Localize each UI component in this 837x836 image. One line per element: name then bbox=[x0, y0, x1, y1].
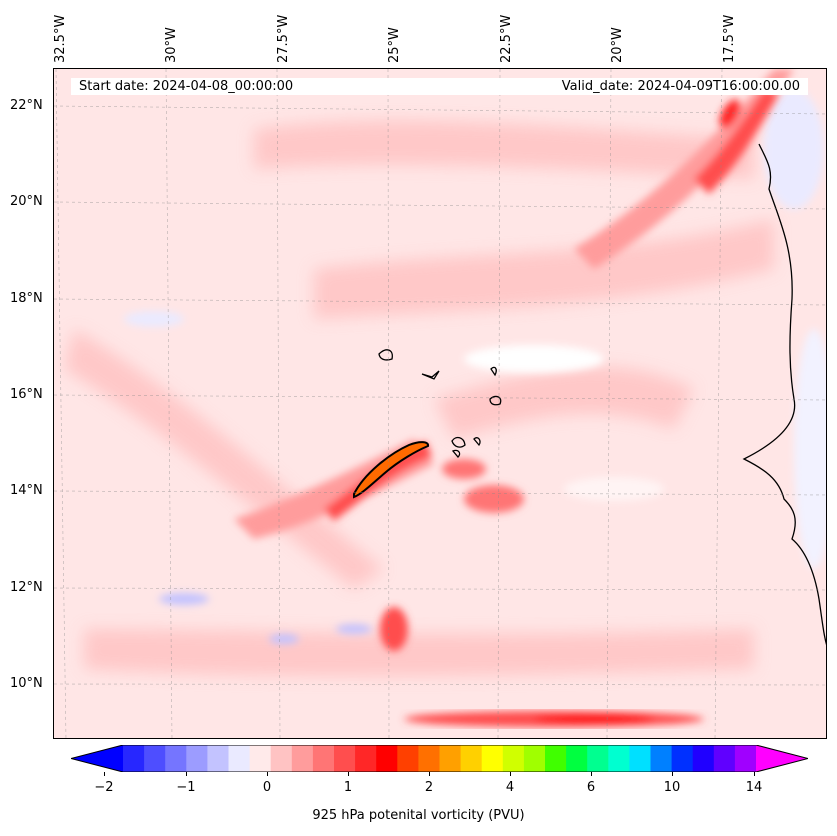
cb-tickmark bbox=[186, 772, 187, 776]
lon-label: 27.5°W bbox=[276, 14, 291, 63]
colorbar-segment bbox=[671, 745, 694, 772]
colorbar-segment bbox=[523, 745, 546, 772]
lat-label: 14°N bbox=[10, 483, 43, 498]
cb-tick-label: −2 bbox=[94, 780, 114, 795]
colorbar-segment bbox=[397, 745, 419, 772]
pv-map bbox=[53, 68, 827, 739]
colorbar-segment bbox=[460, 745, 483, 772]
cb-tick-label: 6 bbox=[586, 780, 596, 795]
cb-tickmark bbox=[591, 772, 592, 776]
lon-label: 17.5°W bbox=[722, 14, 737, 63]
colorbar bbox=[71, 745, 808, 772]
start-date: Start date: 2024-04-08_00:00:00 bbox=[79, 79, 294, 94]
lon-label: 32.5°W bbox=[53, 14, 68, 63]
cb-tickmark bbox=[672, 772, 673, 776]
colorbar-segment bbox=[566, 745, 588, 772]
colorbar-segment bbox=[502, 745, 525, 772]
cb-tickmark bbox=[754, 772, 755, 776]
colorbar-segment bbox=[713, 745, 736, 772]
colorbar-segment bbox=[228, 745, 251, 772]
lon-label: 20°W bbox=[610, 27, 625, 63]
colorbar-segment bbox=[334, 745, 356, 772]
colorbar-segment bbox=[439, 745, 462, 772]
colorbar-segment bbox=[270, 745, 293, 772]
cb-tick-label: 10 bbox=[663, 780, 681, 795]
cb-tick-label: −1 bbox=[176, 780, 196, 795]
lat-label: 18°N bbox=[10, 291, 43, 306]
colorbar-segment bbox=[692, 745, 715, 772]
colorbar-segment bbox=[376, 745, 398, 772]
date-banner: Start date: 2024-04-08_00:00:00 Valid_da… bbox=[71, 78, 808, 95]
cb-tick-label: 0 bbox=[262, 780, 272, 795]
cb-tick-label: 4 bbox=[505, 780, 515, 795]
cb-tick-label: 1 bbox=[343, 780, 353, 795]
cb-tickmark bbox=[348, 772, 349, 776]
colorbar-segment bbox=[123, 745, 145, 772]
colorbar-segment bbox=[587, 745, 609, 772]
colorbar-segment bbox=[608, 745, 630, 772]
colorbar-segment bbox=[650, 745, 673, 772]
lon-label: 30°W bbox=[164, 27, 179, 63]
colorbar-segment bbox=[312, 745, 335, 772]
colorbar-extend-max bbox=[756, 745, 808, 772]
colorbar-segment bbox=[144, 745, 166, 772]
lat-label: 12°N bbox=[10, 580, 43, 595]
colorbar-segment bbox=[355, 745, 377, 772]
lat-label: 22°N bbox=[10, 98, 43, 113]
cb-tickmark bbox=[510, 772, 511, 776]
colorbar-segment bbox=[418, 745, 440, 772]
lon-label: 25°W bbox=[387, 27, 402, 63]
colorbar-segment bbox=[545, 745, 567, 772]
colorbar-segment bbox=[207, 745, 229, 772]
colorbar-segment bbox=[165, 745, 187, 772]
cb-tickmark bbox=[104, 772, 105, 776]
lat-label: 16°N bbox=[10, 387, 43, 402]
pv-field bbox=[54, 69, 826, 738]
cb-tickmark bbox=[267, 772, 268, 776]
colorbar-extend-min bbox=[71, 745, 123, 772]
colorbar-segment bbox=[249, 745, 272, 772]
lon-label: 22.5°W bbox=[499, 14, 514, 63]
colorbar-segment bbox=[186, 745, 208, 772]
cb-tickmark bbox=[429, 772, 430, 776]
colorbar-segment bbox=[629, 745, 651, 772]
colorbar-segment bbox=[481, 745, 504, 772]
colorbar-segment bbox=[291, 745, 314, 772]
lat-label: 20°N bbox=[10, 194, 43, 209]
lat-label: 10°N bbox=[10, 676, 43, 691]
valid-date: Valid_date: 2024-04-09T16:00:00.00 bbox=[561, 79, 800, 94]
cb-tick-label: 14 bbox=[745, 780, 763, 795]
colorbar-label: 925 hPa potenital vorticity (PVU) bbox=[312, 808, 525, 823]
colorbar-segment bbox=[734, 745, 757, 772]
cb-tick-label: 2 bbox=[424, 780, 434, 795]
